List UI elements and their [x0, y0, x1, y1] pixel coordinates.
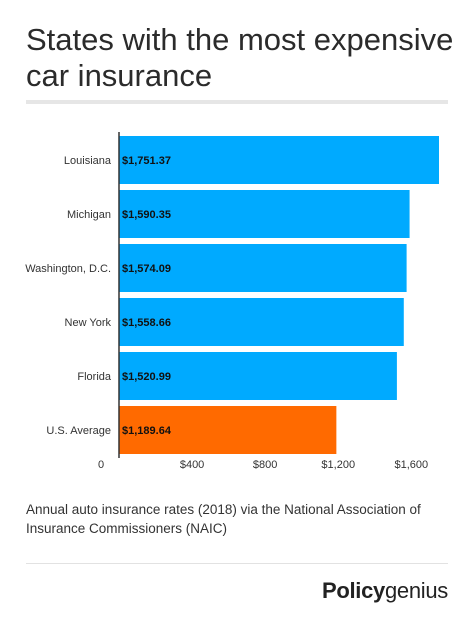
x-tick-label-2: $800 [253, 459, 277, 471]
x-tick-label-3: $1,200 [321, 459, 355, 471]
category-label-washington-d-c: Washington, D.C. [25, 263, 111, 275]
value-label-florida: $1,520.99 [122, 371, 171, 383]
category-label-louisiana: Louisiana [64, 155, 112, 167]
bar-chart: Louisiana $1,751.37 Michigan $1,590.35 Washi… [25, 132, 439, 471]
x-tick-label-4: $1,600 [395, 459, 429, 471]
category-label-u-s-average: U.S. Average [46, 425, 111, 437]
bar-new-york [119, 298, 404, 346]
category-label-florida: Florida [77, 371, 112, 383]
value-label-washington-d-c: $1,574.09 [122, 263, 171, 275]
chart-caption: Annual auto insurance rates (2018) via t… [26, 502, 421, 536]
footer-divider [26, 563, 448, 564]
chart-title: States with the most expensive car insur… [26, 22, 454, 93]
logo-text-light: genius [384, 578, 448, 603]
x-tick-label-1: $400 [180, 459, 204, 471]
policygenius-logo: Policygenius [322, 578, 448, 604]
value-label-u-s-average: $1,189.64 [122, 425, 172, 437]
value-label-new-york: $1,558.66 [122, 317, 171, 329]
bar-washington-d-c [119, 244, 407, 292]
logo-text-bold: Policy [321, 578, 385, 603]
bar-florida [119, 352, 397, 400]
bar-michigan [119, 190, 410, 238]
value-label-michigan: $1,590.35 [122, 209, 171, 221]
category-label-michigan: Michigan [67, 209, 111, 221]
category-label-new-york: New York [65, 317, 112, 329]
bar-louisiana [119, 136, 439, 184]
bar-u-s-average [119, 406, 337, 454]
value-label-louisiana: $1,751.37 [122, 155, 171, 167]
x-tick-label-0: 0 [98, 459, 104, 471]
title-divider [26, 100, 448, 104]
